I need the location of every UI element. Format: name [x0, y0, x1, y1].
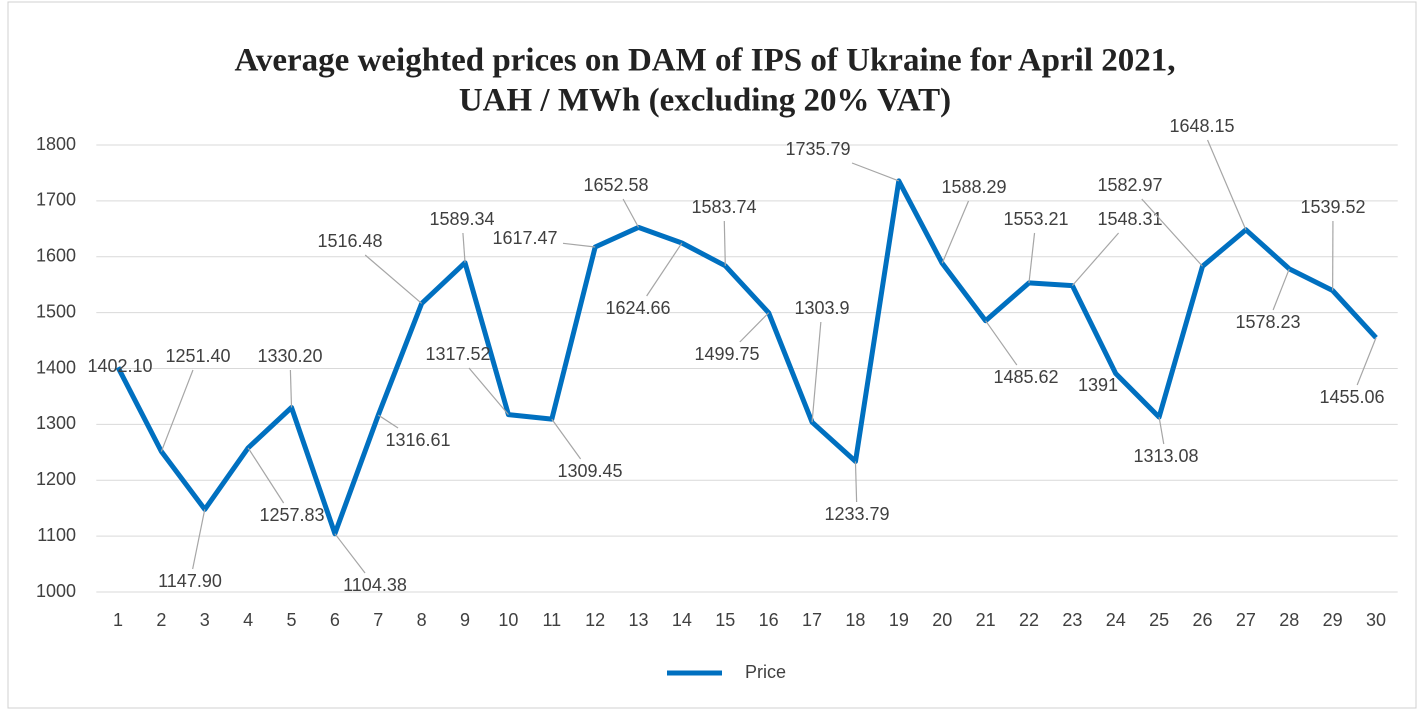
x-tick-label: 29 [1323, 610, 1343, 630]
data-label: 1402.10 [87, 356, 152, 376]
x-tick-label: 13 [629, 610, 649, 630]
x-tick-label: 9 [460, 610, 470, 630]
x-tick-label: 2 [156, 610, 166, 630]
data-label: 1578.23 [1235, 312, 1300, 332]
data-label: 1303.9 [794, 298, 849, 318]
data-label: 1582.97 [1097, 175, 1162, 195]
data-label: 1316.61 [385, 430, 450, 450]
x-tick-label: 17 [802, 610, 822, 630]
x-tick-label: 23 [1062, 610, 1082, 630]
x-tick-label: 15 [715, 610, 735, 630]
data-label: 1652.58 [583, 175, 648, 195]
y-tick-label: 1000 [36, 581, 76, 601]
data-label: 1553.21 [1003, 209, 1068, 229]
x-tick-label: 6 [330, 610, 340, 630]
x-tick-label: 16 [759, 610, 779, 630]
y-tick-label: 1200 [36, 469, 76, 489]
data-label: 1583.74 [691, 197, 756, 217]
data-label: 1317.52 [425, 344, 490, 364]
x-tick-label: 20 [932, 610, 952, 630]
data-label: 1233.79 [824, 504, 889, 524]
x-tick-label: 28 [1279, 610, 1299, 630]
data-label: 1588.29 [941, 177, 1006, 197]
y-tick-label: 1600 [36, 246, 76, 266]
data-label: 1313.08 [1133, 446, 1198, 466]
data-label: 1589.34 [429, 209, 494, 229]
x-tick-label: 30 [1366, 610, 1386, 630]
data-label: 1104.38 [343, 575, 407, 595]
data-label: 1251.40 [165, 346, 230, 366]
data-label: 1391 [1078, 375, 1118, 395]
y-tick-label: 1100 [37, 525, 76, 545]
data-label: 1455.06 [1319, 387, 1384, 407]
x-tick-label: 27 [1236, 610, 1256, 630]
data-label: 1330.20 [257, 346, 322, 366]
y-tick-label: 1500 [36, 301, 76, 321]
x-tick-label: 11 [542, 610, 561, 630]
data-label: 1485.62 [993, 367, 1058, 387]
x-tick-label: 25 [1149, 610, 1169, 630]
y-tick-label: 1400 [36, 357, 76, 377]
x-tick-label: 5 [287, 610, 297, 630]
x-tick-label: 19 [889, 610, 909, 630]
x-tick-label: 14 [672, 610, 692, 630]
data-label: 1617.47 [492, 228, 557, 248]
x-tick-label: 1 [113, 610, 123, 630]
x-tick-label: 26 [1192, 610, 1212, 630]
x-tick-label: 7 [373, 610, 383, 630]
x-tick-label: 18 [845, 610, 865, 630]
chart-subtitle: UAH / MWh (excluding 20% VAT) [459, 83, 951, 119]
y-tick-label: 1800 [36, 134, 76, 154]
x-tick-label: 10 [498, 610, 518, 630]
x-tick-label: 24 [1106, 610, 1126, 630]
data-label: 1257.83 [259, 505, 324, 525]
data-label: 1309.45 [557, 461, 622, 481]
x-tick-label: 22 [1019, 610, 1039, 630]
x-tick-label: 21 [976, 610, 996, 630]
chart-title: Average weighted prices on DAM of IPS of… [235, 43, 1176, 79]
data-label: 1648.15 [1169, 116, 1234, 136]
x-tick-label: 4 [243, 610, 253, 630]
data-label: 1624.66 [605, 298, 670, 318]
legend-label: Price [745, 662, 786, 682]
y-tick-label: 1300 [36, 413, 76, 433]
x-tick-label: 12 [585, 610, 605, 630]
y-tick-label: 1700 [36, 190, 76, 210]
x-tick-label: 3 [200, 610, 210, 630]
data-label: 1516.48 [317, 231, 382, 251]
x-tick-label: 8 [417, 610, 427, 630]
data-label: 1539.52 [1300, 197, 1365, 217]
data-label: 1499.75 [694, 344, 759, 364]
data-label: 1735.79 [785, 139, 850, 159]
data-label: 1147.90 [158, 571, 222, 591]
